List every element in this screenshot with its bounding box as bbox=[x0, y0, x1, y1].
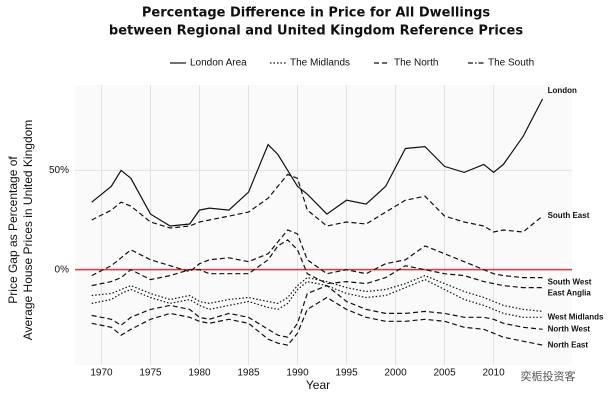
series-line bbox=[91, 296, 543, 346]
plot-area bbox=[75, 85, 572, 365]
x-tick-label: 2005 bbox=[433, 368, 456, 379]
series-line bbox=[91, 278, 543, 318]
series-line bbox=[91, 229, 543, 279]
y-tick-label: 50% bbox=[49, 165, 69, 176]
watermark: 奕栀投资客 bbox=[521, 369, 576, 383]
series-label: South West bbox=[548, 278, 592, 287]
series-label: North West bbox=[548, 324, 591, 333]
x-axis-label: Year bbox=[306, 378, 330, 392]
legend-label: The Midlands bbox=[290, 58, 350, 69]
x-tick-label: 1980 bbox=[188, 368, 211, 379]
series-label: East Anglia bbox=[548, 289, 592, 298]
y-tick-label: 0% bbox=[55, 264, 70, 275]
x-tick-label: 2000 bbox=[384, 368, 407, 379]
series-line bbox=[91, 284, 543, 338]
x-tick-label: 1975 bbox=[139, 368, 162, 379]
chart-title: between Regional and United Kingdom Refe… bbox=[109, 24, 523, 39]
legend-label: The North bbox=[394, 58, 438, 69]
series-line bbox=[91, 173, 543, 233]
series-line bbox=[91, 239, 543, 289]
series-label: London bbox=[548, 86, 577, 95]
chart-title: Percentage Difference in Price for All D… bbox=[142, 6, 491, 21]
legend-label: London Area bbox=[190, 58, 247, 69]
x-tick-label: 2010 bbox=[482, 368, 505, 379]
series-label: West Midlands bbox=[548, 312, 604, 321]
x-tick-label: 1995 bbox=[335, 368, 358, 379]
x-tick-label: 1985 bbox=[237, 368, 260, 379]
x-tick-label: 1990 bbox=[286, 368, 309, 379]
legend-label: The South bbox=[488, 58, 534, 69]
y-axis-label: Price Gap as Percentage of bbox=[6, 156, 20, 304]
x-tick-label: 1970 bbox=[90, 368, 113, 379]
series-line bbox=[91, 98, 544, 227]
series-label: North East bbox=[548, 340, 589, 349]
series-label: South East bbox=[548, 211, 590, 220]
y-axis-label: Average House Prices in United Kingdom bbox=[21, 120, 35, 341]
